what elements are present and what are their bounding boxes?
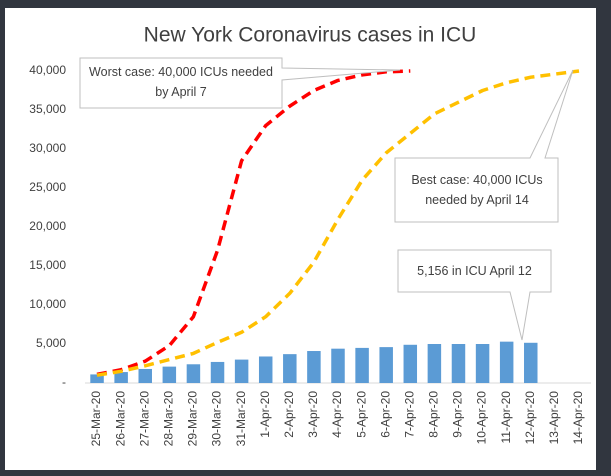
bar bbox=[331, 348, 345, 383]
y-tick-label: 15,000 bbox=[29, 258, 66, 272]
bar bbox=[379, 347, 393, 383]
x-tick-label: 5-Apr-20 bbox=[354, 391, 368, 438]
bar bbox=[90, 374, 104, 383]
bar bbox=[355, 347, 369, 383]
x-tick-label: 28-Mar-20 bbox=[162, 391, 176, 447]
x-tick-label: 14-Apr-20 bbox=[571, 391, 585, 445]
y-tick-label: - bbox=[62, 375, 66, 389]
x-tick-label: 13-Apr-20 bbox=[547, 391, 561, 445]
x-tick-label: 12-Apr-20 bbox=[523, 391, 537, 445]
bar bbox=[403, 344, 418, 383]
x-tick-label: 8-Apr-20 bbox=[427, 391, 441, 438]
x-tick-label: 4-Apr-20 bbox=[330, 391, 344, 438]
x-tick-label: 27-Mar-20 bbox=[137, 391, 151, 447]
bar bbox=[307, 351, 321, 383]
callout bbox=[79, 57, 401, 109]
bar bbox=[138, 368, 152, 383]
y-tick-label: 10,000 bbox=[29, 297, 66, 311]
bar bbox=[258, 356, 273, 383]
x-tick-label: 10-Apr-20 bbox=[475, 391, 489, 445]
bar bbox=[427, 344, 442, 383]
bar bbox=[186, 364, 201, 383]
chart-title: New York Coronavirus cases in ICU bbox=[144, 24, 477, 47]
x-tick-label: 7-Apr-20 bbox=[402, 391, 416, 438]
y-tick-label: 20,000 bbox=[29, 219, 66, 233]
bar bbox=[114, 372, 128, 383]
bar bbox=[451, 344, 466, 383]
bar bbox=[234, 359, 249, 383]
x-tick-label: 9-Apr-20 bbox=[451, 391, 465, 438]
x-tick-label: 25-Mar-20 bbox=[89, 391, 103, 447]
callout bbox=[394, 69, 574, 223]
line bbox=[96, 69, 411, 377]
annotation: Best case: 40,000 ICUs needed by April 1… bbox=[411, 173, 543, 207]
x-tick-label: 3-Apr-20 bbox=[306, 391, 320, 438]
annotation: 5,156 in ICU April 12 bbox=[417, 264, 532, 278]
x-tick-label: 31-Mar-20 bbox=[234, 391, 248, 447]
bar bbox=[283, 354, 297, 383]
y-tick-label: 35,000 bbox=[29, 102, 66, 116]
x-tick-label: 26-Mar-20 bbox=[113, 391, 127, 447]
callout bbox=[397, 249, 552, 341]
x-tick-label: 30-Mar-20 bbox=[210, 391, 224, 447]
bar bbox=[210, 361, 225, 383]
y-tick-label: 5,000 bbox=[36, 336, 66, 350]
bar bbox=[499, 341, 514, 383]
x-tick-label: 2-Apr-20 bbox=[282, 391, 296, 438]
bar bbox=[524, 342, 538, 383]
x-tick-label: 29-Mar-20 bbox=[186, 391, 200, 447]
y-tick-label: 40,000 bbox=[29, 63, 66, 77]
x-tick-label: 6-Apr-20 bbox=[378, 391, 392, 438]
plot: - 5,000 10,000 15,000 20,000 25,000 30,000 35,0… bbox=[29, 63, 591, 446]
y-tick-label: 30,000 bbox=[29, 141, 66, 155]
line bbox=[96, 69, 580, 377]
bar bbox=[475, 344, 490, 383]
x-tick-label: 11-Apr-20 bbox=[499, 391, 513, 444]
annotation: Worst case: 40,000 ICUs needed by April … bbox=[89, 65, 273, 99]
y-tick-label: 25,000 bbox=[29, 180, 66, 194]
bar bbox=[162, 366, 177, 383]
x-tick-label: 1-Apr-20 bbox=[258, 391, 272, 438]
